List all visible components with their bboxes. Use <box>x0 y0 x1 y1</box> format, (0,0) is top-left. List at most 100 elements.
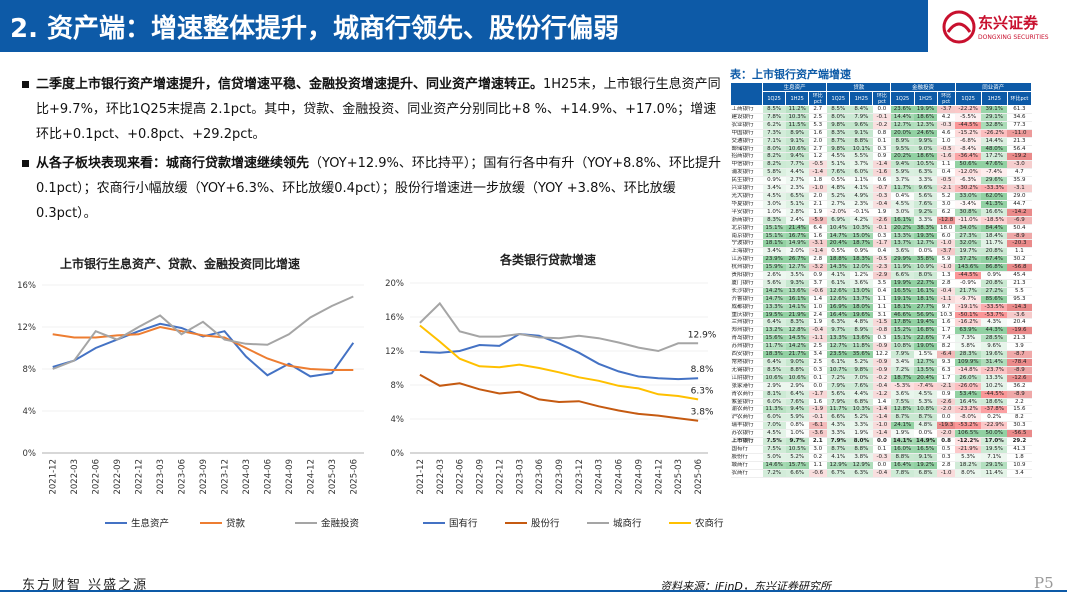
table-sub-header: 1H25 <box>849 91 874 106</box>
table-cell: 1.1 <box>872 295 891 304</box>
table-cell: 18.1% <box>914 295 938 304</box>
table-cell: 4.2 <box>937 113 956 122</box>
table-cell: 9.0% <box>914 145 938 154</box>
table-cell: 18.6% <box>914 152 938 162</box>
table-cell: 5.2 <box>937 192 956 201</box>
table-cell: 1.9 <box>808 208 827 217</box>
table-cell: 29.0 <box>1007 192 1032 201</box>
table-cell: 12.7% <box>914 239 938 249</box>
table-cell: -0.4 <box>872 382 891 391</box>
table-cell: 18.1% <box>762 239 786 249</box>
table-cell: 12.7% <box>914 358 938 367</box>
table-cell: 10.9 <box>1007 461 1032 470</box>
table-cell: 14.3% <box>826 263 850 273</box>
y-tick-label: 12% <box>385 347 404 357</box>
table-cell-bank: 齐鲁银行 <box>730 295 763 304</box>
table-cell: 11.7% <box>981 239 1008 249</box>
table-cell: 15.9% <box>762 263 786 273</box>
table-cell: -14.2 <box>1007 208 1032 217</box>
x-tick-label: 2025-06 <box>349 459 359 495</box>
table-cell: 8.9% <box>849 326 873 336</box>
y-tick-label: 0% <box>23 449 37 459</box>
table-cell: -8.9 <box>1007 390 1032 399</box>
table-cell: 29.1% <box>981 113 1008 122</box>
table-cell: 7.6% <box>849 382 873 391</box>
x-tick-label: 2023-09 <box>199 459 209 495</box>
table-cell-bank: 上海银行 <box>730 247 763 257</box>
table-row: 紫金银行 6.0% 7.6% 1.6 7.9% 6.8% 1.4 7.5% 5.3% -2.6 16… <box>730 398 1032 407</box>
table-cell: -1.2 <box>872 390 891 399</box>
table-sub-header: 环比pct <box>808 91 828 106</box>
table-cell: 15.2% <box>890 326 915 336</box>
table-row: 青农商行 8.1% 6.4% -1.7 5.6% 4.4% -1.2 3.6% 4.5% 0.9 5… <box>730 390 1032 399</box>
table-cell: -30.2% <box>955 184 982 193</box>
table-cell: 4.5% <box>826 152 850 162</box>
table-cell: 8.5% <box>762 105 786 114</box>
table-cell-bank: 厦门银行 <box>730 279 763 288</box>
table-cell: -9.7% <box>955 295 982 304</box>
table-cell: 14.9% <box>785 239 809 249</box>
table-cell: 29.6% <box>981 176 1008 186</box>
table-cell: 9.4% <box>785 152 809 162</box>
table-cell: -3.1 <box>1007 184 1032 193</box>
page-title: 2. 资产端：增速整体提升，城商行领先、股份行偏弱 <box>10 14 620 44</box>
table-cell: 4.4% <box>849 390 873 399</box>
table-cell: 8.0% <box>849 437 873 446</box>
table-cell: 5.3 <box>808 121 827 130</box>
loan-growth-chart: 0% 4% 8% 12% 16% 20% 2021-12 2022-03 2022-06 2022… <box>385 279 724 530</box>
table-cell-bank: 南京银行 <box>730 232 763 241</box>
table-cell: -5.3% <box>890 382 915 391</box>
table-cell: 10.8% <box>890 342 915 352</box>
table-cell: 2.7% <box>826 200 850 209</box>
x-tick-label: 2023-12 <box>575 459 585 495</box>
y-tick-label: 4% <box>391 415 405 425</box>
table-cell: 33.0% <box>955 192 982 201</box>
end-label: 12.9% <box>688 330 717 340</box>
table-cell: 16.4% <box>955 398 982 407</box>
table-cell-bank: 上市银行 <box>730 437 763 446</box>
x-tick-label: 2023-03 <box>156 459 166 495</box>
table-cell: 5.3% <box>914 398 938 407</box>
table-cell: 106.5% <box>955 429 982 439</box>
table-cell: 18.3% <box>849 255 873 265</box>
table-cell: 1.3 <box>937 271 956 280</box>
table-cell: 6.1% <box>826 279 850 288</box>
table-cell: 84.4% <box>981 223 1008 233</box>
table-row: 齐鲁银行 14.7% 16.1% 1.4 12.6% 13.7% 1.1 19.1% 18.1%… <box>730 295 1032 304</box>
table-cell: -14.8% <box>955 366 982 375</box>
table-cell: 0.4 <box>872 247 891 257</box>
table-cell: -19.3 <box>937 421 956 431</box>
table-cell: 3.6% <box>890 247 915 257</box>
table-cell: 8.0% <box>826 113 850 122</box>
table-cell: -12.6 <box>1007 374 1032 383</box>
bank-asset-table: 生息资产 贷款 金融投资 同业资产 1Q25 1H25 环比pct 1Q25 1H25 环比pct… <box>730 82 1032 571</box>
table-cell: 5.5% <box>849 152 873 162</box>
table-cell: 34.0% <box>955 223 982 233</box>
table-cell: 4.8% <box>849 318 873 328</box>
table-cell: 4.3% <box>826 421 850 431</box>
table-cell: 0.2 <box>808 453 827 462</box>
table-cell: 0.2% <box>981 413 1008 423</box>
table-cell: 19.6% <box>981 350 1008 359</box>
table-cell: 56.4 <box>1007 145 1032 154</box>
table-header-bank <box>730 82 764 106</box>
table-cell: 3.4 <box>1007 469 1032 478</box>
table-cell: 4.5% <box>762 429 786 439</box>
table-cell: -0.4 <box>872 200 891 209</box>
table-cell: -1.6 <box>937 152 956 162</box>
table-cell: -3.7 <box>937 105 956 114</box>
table-cell: 2.7 <box>808 105 827 114</box>
table-cell: 12.7% <box>785 263 809 273</box>
table-cell-bank: 无锡银行 <box>730 366 763 375</box>
table-cell-bank: 常熟银行 <box>730 358 763 367</box>
table-cell: 15.6% <box>762 334 786 344</box>
x-tick-label: 2022-06 <box>456 459 466 495</box>
table-cell-bank: 郑州银行 <box>730 326 763 336</box>
table-cell: 27.7% <box>914 303 938 312</box>
table-cell: -1.4 <box>872 429 891 439</box>
table-cell: 0.0 <box>872 461 891 470</box>
table-cell: 6.5% <box>785 192 809 201</box>
table-cell: 11.3% <box>762 405 786 415</box>
table-cell: 0.3 <box>872 145 891 154</box>
table-cell: 109.9% <box>955 358 982 367</box>
